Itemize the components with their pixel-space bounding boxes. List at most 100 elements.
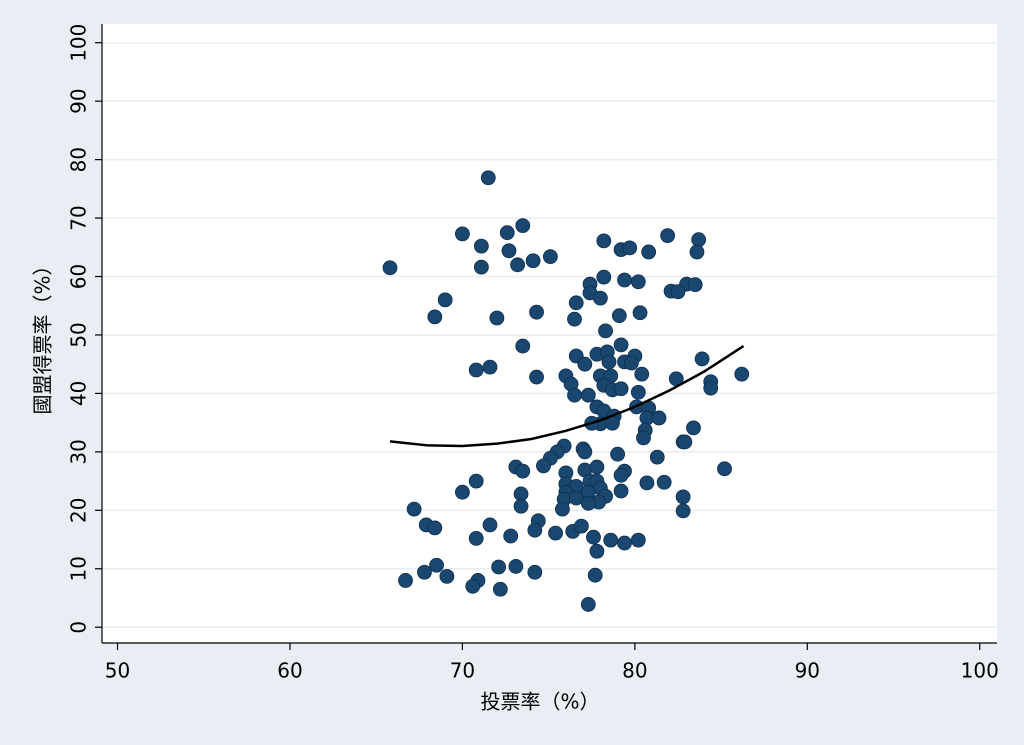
point [406, 501, 422, 517]
point [675, 503, 691, 519]
point [513, 498, 529, 514]
x-tick-label: 70 [450, 659, 475, 683]
point [427, 309, 443, 325]
point [634, 366, 650, 382]
point [660, 228, 676, 243]
x-tick-label: 50 [105, 659, 130, 683]
point [656, 474, 672, 490]
point [670, 284, 686, 300]
point [617, 272, 632, 288]
y-tick-label: 20 [67, 498, 91, 523]
point [577, 356, 593, 372]
point [501, 243, 517, 259]
point [515, 338, 531, 354]
x-tick-label: 100 [961, 659, 999, 683]
point [527, 564, 543, 580]
point [515, 463, 531, 479]
point [630, 274, 646, 290]
point [601, 354, 617, 370]
y-tick-label: 100 [67, 24, 91, 62]
point [611, 308, 627, 324]
y-tick-label: 60 [67, 264, 91, 289]
point [603, 532, 619, 548]
y-tick-label: 30 [67, 439, 91, 464]
point [651, 410, 667, 426]
point [630, 384, 646, 400]
point [580, 495, 596, 511]
point [398, 573, 413, 588]
point [586, 529, 601, 545]
point [630, 532, 646, 548]
point [465, 578, 481, 594]
point [567, 387, 582, 403]
point [622, 240, 638, 256]
y-axis-title: 國盟得票率（%） [31, 255, 55, 414]
point [427, 520, 443, 536]
point [589, 543, 605, 559]
point [677, 434, 693, 450]
x-tick-label: 90 [795, 659, 820, 683]
point [529, 304, 544, 320]
point [473, 238, 489, 254]
y-tick-label: 70 [67, 205, 91, 230]
point [503, 528, 519, 544]
y-tick-label: 80 [67, 147, 91, 172]
y-tick-label: 50 [67, 322, 91, 347]
point [482, 359, 498, 375]
point [717, 461, 732, 477]
point [542, 249, 558, 265]
point [613, 337, 629, 353]
point [580, 387, 596, 403]
point [610, 446, 626, 462]
point [437, 292, 453, 308]
y-tick-label: 0 [67, 621, 91, 634]
point [439, 568, 455, 584]
y-tick-label: 10 [67, 556, 91, 581]
point [382, 260, 398, 276]
y-tick-label: 90 [67, 88, 91, 113]
point [596, 233, 612, 249]
point [691, 232, 707, 248]
point [589, 459, 605, 475]
point [624, 355, 639, 371]
point [574, 518, 589, 534]
point [703, 380, 719, 396]
point [568, 295, 584, 311]
grid [102, 41, 997, 628]
point [596, 269, 612, 285]
point [429, 557, 444, 573]
point [567, 311, 582, 327]
point [577, 444, 593, 460]
point [480, 170, 496, 186]
x-axis-title: 投票率（%） [480, 690, 599, 714]
point [482, 517, 498, 533]
point [489, 310, 505, 326]
point [536, 458, 551, 474]
point [689, 244, 705, 260]
point [473, 259, 489, 275]
point [694, 351, 710, 367]
x-tick-label: 60 [277, 659, 302, 683]
point [491, 559, 507, 575]
point [515, 218, 531, 234]
point [510, 257, 525, 273]
fit-line [389, 345, 745, 448]
point [613, 483, 629, 499]
point [617, 535, 632, 551]
point [613, 381, 629, 397]
point [675, 489, 691, 505]
point [525, 253, 541, 269]
marks [382, 170, 750, 612]
point [613, 467, 629, 483]
y-tick-label: 40 [67, 381, 91, 406]
point [649, 449, 665, 465]
point [548, 525, 563, 541]
point [468, 530, 484, 546]
point [527, 522, 543, 538]
point [555, 501, 570, 517]
point [636, 430, 651, 446]
point [587, 567, 603, 583]
point [639, 475, 655, 491]
x-tick-label: 80 [622, 659, 647, 683]
